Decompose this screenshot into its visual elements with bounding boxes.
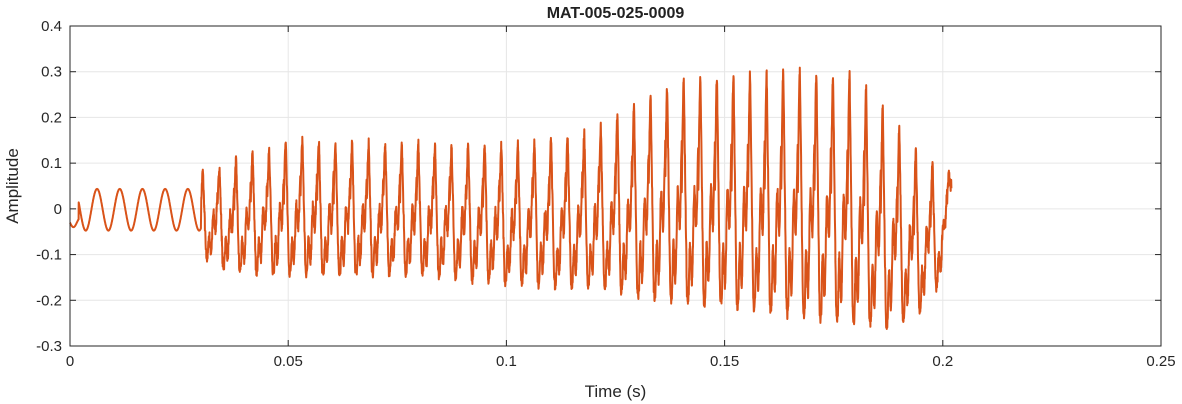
x-tick-label: 0.25 [1146,353,1175,370]
x-tick-label: 0.1 [496,353,517,370]
x-tick-label: 0.2 [932,353,953,370]
series-layer [69,66,953,330]
y-tick-label: -0.2 [36,292,62,309]
tick-layer: 0 0.05 0.1 0.15 0.2 0.25 -0.3 -0.2 -0.1 0 0.1 0.2 0.… [36,18,1175,370]
x-tick-label: 0.05 [274,353,303,370]
x-axis-label: Time (s) [585,382,647,401]
y-tick-label: 0 [54,201,62,218]
x-tick-label: 0 [66,353,74,370]
x-tick-label: 0.15 [710,353,739,370]
y-tick-label: 0.1 [41,155,62,172]
plot-frame [69,25,1162,347]
chart-title: MAT-005-025-0009 [547,5,685,22]
waveform-line [69,66,953,330]
y-tick-label: -0.3 [36,338,62,355]
y-axis-label: Amplitude [3,148,22,224]
y-tick-label: 0.2 [41,109,62,126]
grid-lines [70,26,1161,346]
y-tick-label: 0.4 [41,18,62,35]
y-tick-label: -0.1 [36,247,62,264]
y-tick-label: 0.3 [41,64,62,81]
